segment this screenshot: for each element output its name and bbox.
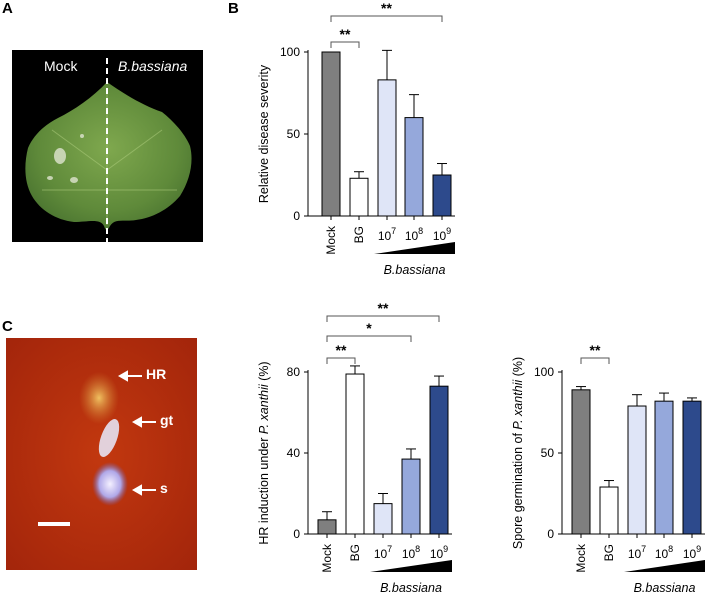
category-label: Mock (324, 225, 338, 255)
panel-letter-c: C (2, 318, 13, 335)
y-tick-label: 40 (287, 446, 301, 460)
bar-3 (404, 117, 424, 217)
y-tick-label: 50 (541, 446, 555, 460)
y-axis-label: Relative disease severity (257, 64, 271, 203)
bar-1 (345, 373, 365, 535)
significance-bracket (330, 41, 360, 48)
x-axis-label: B.bassiana (380, 581, 442, 595)
bar-0 (321, 51, 341, 217)
hr-arrow-label: HR (146, 366, 167, 382)
y-tick-label: 0 (547, 527, 554, 541)
micrograph-illustration (6, 338, 197, 570)
y-tick-label: 100 (534, 365, 554, 379)
significance-label: ** (336, 342, 347, 358)
significance-bracket (326, 315, 440, 322)
panel-letter-a: A (2, 0, 13, 17)
bar-4 (429, 385, 449, 535)
leaf-illustration (25, 58, 192, 242)
category-label: 107 (374, 544, 392, 561)
bar-4 (682, 400, 702, 535)
chart-2: 0 50 100 Spore germination of P. xanthii (%… (511, 342, 705, 595)
x-axis-label: B.bassiana (634, 581, 696, 595)
category-label: 109 (683, 544, 701, 561)
bar-2 (373, 503, 393, 535)
category-label: 107 (378, 226, 396, 243)
bar-2 (627, 405, 647, 535)
category-label: 108 (655, 544, 673, 561)
significance-bracket (330, 15, 443, 22)
chart-1: 0 40 80 HR induction under P. xanthii (%) Mo… (257, 300, 452, 595)
category-label: BG (602, 544, 616, 561)
y-tick-label: 100 (280, 45, 300, 59)
y-tick-label: 80 (287, 365, 301, 379)
bbassiana-label: B.bassiana (118, 58, 188, 74)
category-label: BG (352, 226, 366, 243)
category-label: 109 (430, 544, 448, 561)
significance-bracket (580, 357, 610, 364)
significance-label: * (366, 320, 372, 336)
category-label: 108 (405, 226, 423, 243)
category-label: 107 (628, 544, 646, 561)
y-tick-label: 0 (293, 527, 300, 541)
bar-0 (317, 519, 337, 535)
panel-letter-b: B (228, 0, 239, 17)
y-axis-label: Spore germination of P. xanthii (%) (511, 357, 525, 549)
chart-0: 0 50 100 Relative disease severity Mock BG 107… (257, 0, 455, 277)
category-label: Mock (320, 543, 334, 573)
significance-label: ** (381, 0, 392, 16)
concentration-wedge (624, 560, 705, 572)
bar-3 (654, 400, 674, 535)
s-arrow-label: s (160, 480, 168, 496)
bar-1 (599, 486, 619, 535)
bar-3 (401, 458, 421, 535)
category-label: 109 (433, 226, 451, 243)
bar-2 (377, 79, 397, 217)
concentration-wedge (374, 242, 455, 254)
bar-1 (349, 177, 369, 217)
significance-label: ** (590, 342, 601, 358)
category-label: BG (348, 544, 362, 561)
leaf-photo: Mock B.bassiana (12, 50, 203, 242)
mock-label: Mock (44, 58, 78, 74)
y-tick-label: 0 (293, 209, 300, 223)
significance-label: ** (340, 26, 351, 42)
category-label: Mock (574, 543, 588, 573)
significance-label: ** (378, 300, 389, 316)
significance-bracket (326, 357, 356, 364)
y-axis-label: HR induction under P. xanthii (%) (257, 361, 271, 544)
gt-arrow-label: gt (160, 412, 174, 428)
x-axis-label: B.bassiana (384, 263, 446, 277)
category-label: 108 (402, 544, 420, 561)
micrograph-photo: HR gt s (6, 338, 197, 570)
significance-bracket (326, 335, 412, 342)
bar-0 (571, 389, 591, 535)
bar-4 (432, 174, 452, 217)
concentration-wedge (370, 560, 452, 572)
y-tick-label: 50 (287, 127, 301, 141)
